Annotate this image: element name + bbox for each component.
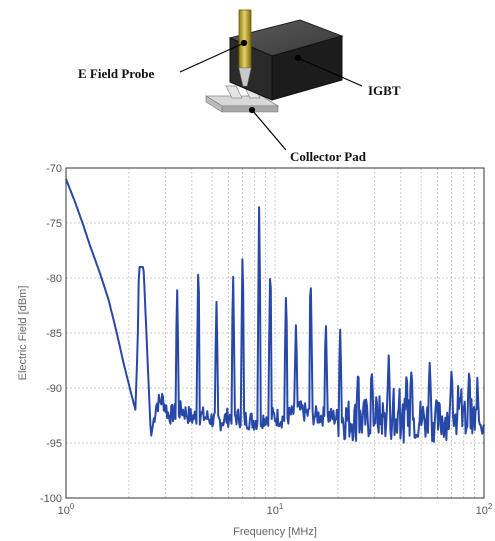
chart: -70 -75 -80 -85 -90 -95 -100 100 101 102 Frequen… [17,163,493,538]
y-tick-label: -75 [46,218,62,230]
igbt-illustration: E Field Probe IGBT Collector Pad [78,9,401,164]
collector-pad-label: Collector Pad [290,149,367,164]
x-tick-label: 102 [476,502,493,517]
series-layer [65,178,485,444]
y-axis-label: Electric Field [dBm] [17,286,29,381]
x-tick-labels: 100 101 102 [58,502,493,517]
e-field-probe [238,9,252,87]
plot-frame [65,167,485,499]
y-tick-label: -95 [46,438,62,450]
y-tick-label: -90 [46,383,62,395]
grid [66,167,484,499]
y-tick-labels: -70 -75 -80 -85 -90 -95 -100 [40,163,62,505]
y-tick-label: -100 [40,493,62,505]
y-tick-label: -85 [46,328,62,340]
y-tick-label: -70 [46,163,62,175]
x-tick-label: 100 [58,502,75,517]
y-tick-label: -80 [46,273,62,285]
igbt-label: IGBT [368,83,401,98]
callout-leader-lines [179,39,363,151]
series-line [65,178,485,444]
e-field-probe-label: E Field Probe [78,66,155,81]
x-tick-label: 101 [267,502,284,517]
x-axis-label: Frequency [MHz] [233,526,317,538]
